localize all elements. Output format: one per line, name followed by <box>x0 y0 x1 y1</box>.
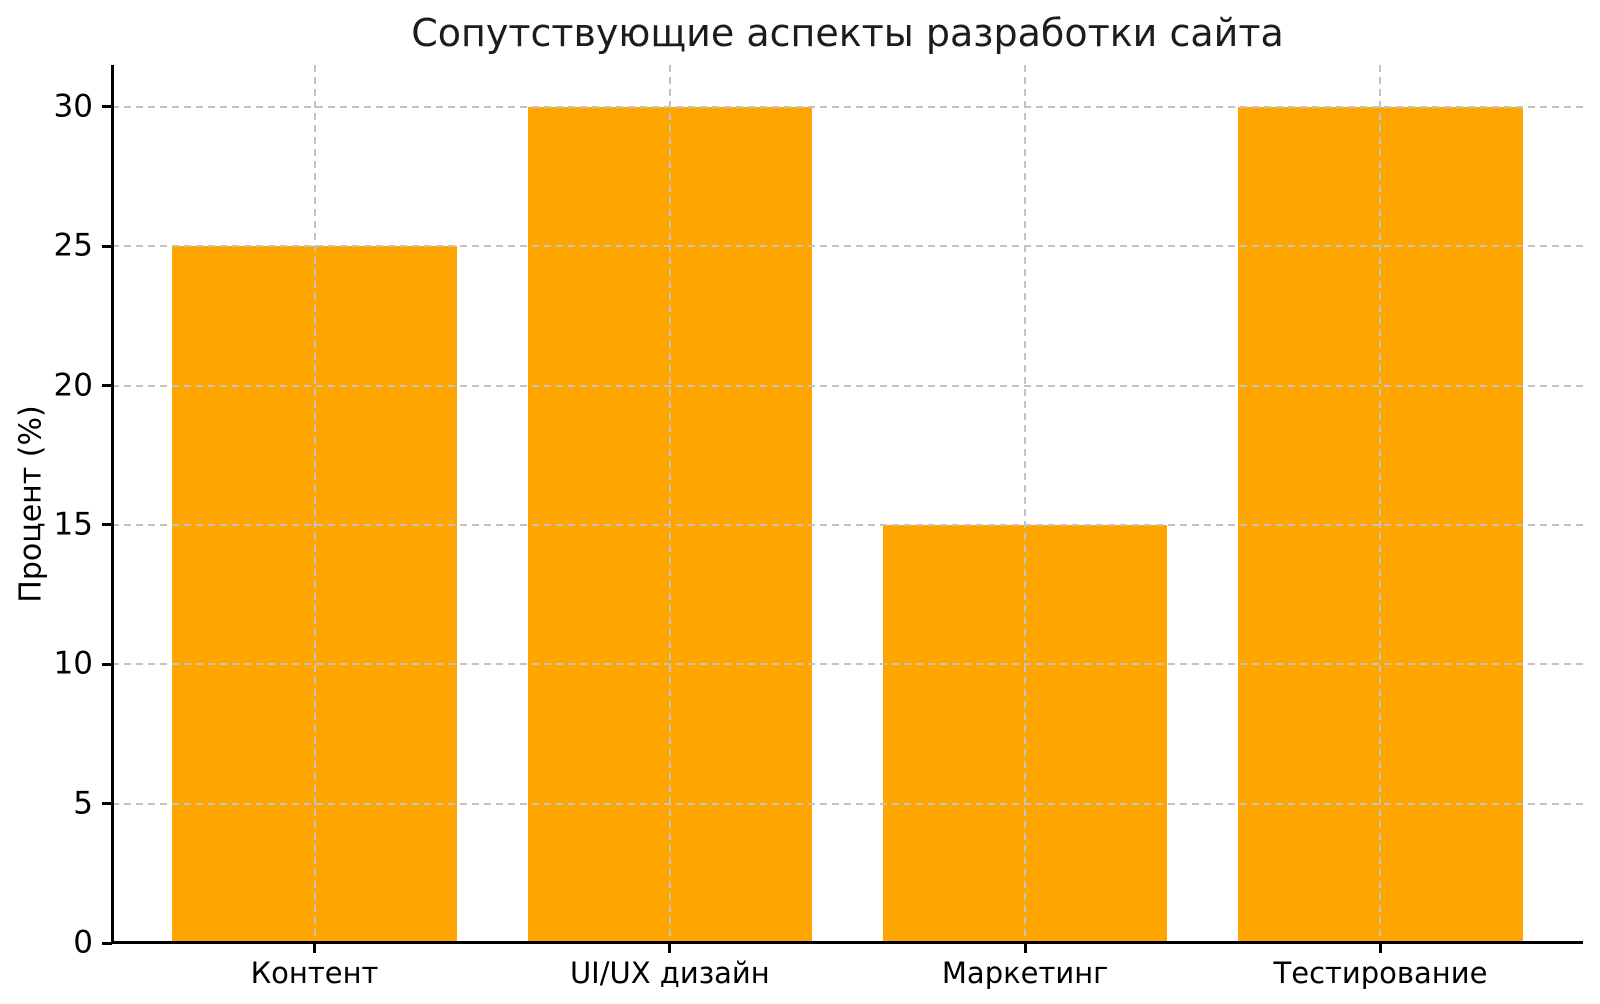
vertical-gridline <box>313 65 316 943</box>
y-tick-mark <box>102 523 112 527</box>
x-tick-label: Маркетинг <box>941 956 1109 990</box>
vertical-gridline <box>1024 65 1027 943</box>
x-tick-mark <box>1378 943 1382 953</box>
y-tick-mark <box>102 941 112 945</box>
x-tick-label: Тестирование <box>1273 956 1488 990</box>
x-axis-spine <box>111 941 1583 944</box>
horizontal-gridline <box>112 245 1583 248</box>
horizontal-gridline <box>112 384 1583 387</box>
vertical-gridline <box>668 65 671 943</box>
y-tick-label: 25 <box>53 227 93 264</box>
horizontal-gridline <box>112 802 1583 805</box>
y-tick-label: 10 <box>53 645 93 682</box>
chart-title: Сопутствующие аспекты разработки сайта <box>411 11 1284 55</box>
plot-area: Контент UI/UX дизайн Маркетинг Тестирование… <box>54 65 1583 989</box>
y-tick-label: 0 <box>73 924 93 961</box>
horizontal-gridline <box>112 105 1583 108</box>
x-tick-mark <box>313 943 317 953</box>
vertical-gridline <box>1379 65 1382 943</box>
x-tick-label: UI/UX дизайн <box>569 956 770 990</box>
x-tick-label: Контент <box>250 956 379 990</box>
y-tick-label: 30 <box>53 88 93 125</box>
horizontal-gridline <box>112 523 1583 526</box>
y-tick-label: 5 <box>73 785 93 822</box>
y-tick-mark <box>102 244 112 248</box>
x-tick-mark <box>668 943 672 953</box>
y-tick-mark <box>102 105 112 109</box>
y-tick-label: 15 <box>53 506 93 543</box>
y-tick-label: 20 <box>53 367 93 404</box>
y-tick-mark <box>102 384 112 388</box>
y-tick-mark <box>102 802 112 806</box>
horizontal-gridline <box>112 663 1583 666</box>
y-axis-label: Процент (%) <box>13 405 49 603</box>
y-axis-spine <box>111 65 114 944</box>
y-tick-mark <box>102 662 112 666</box>
x-tick-mark <box>1023 943 1027 953</box>
